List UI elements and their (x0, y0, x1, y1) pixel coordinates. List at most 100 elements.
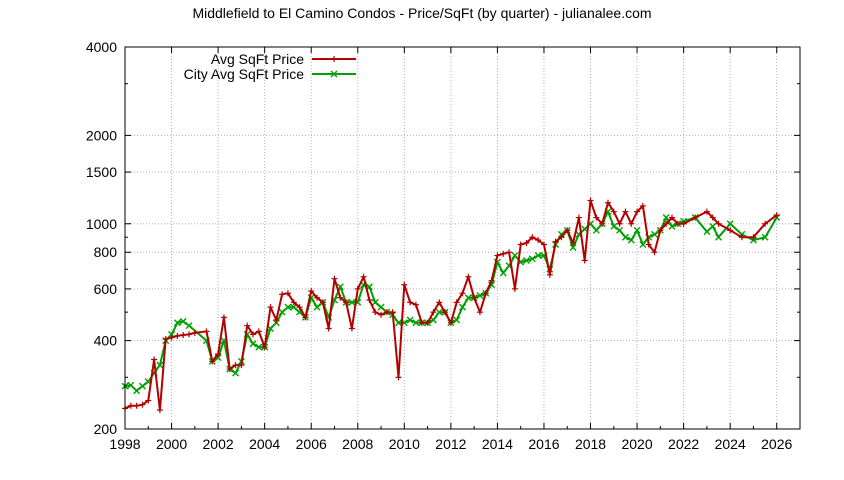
y-tick-label: 1500 (86, 164, 117, 180)
data-point (220, 314, 227, 321)
chart-title: Middlefield to El Camino Condos - Price/… (192, 5, 651, 21)
y-tick-label: 400 (94, 333, 118, 349)
data-point (156, 361, 164, 369)
data-point (284, 303, 292, 311)
data-point (773, 212, 780, 219)
data-point (366, 297, 373, 304)
data-point (668, 214, 675, 221)
data-point (232, 362, 239, 369)
data-point (709, 214, 716, 221)
data-point (151, 356, 158, 363)
legend-label: City Avg SqFt Price (184, 66, 305, 82)
data-point (499, 269, 507, 277)
data-point (610, 222, 618, 230)
data-point (715, 233, 723, 241)
data-point (476, 309, 483, 316)
data-point (435, 308, 443, 316)
data-point (523, 240, 530, 247)
y-tick-label: 4000 (86, 39, 117, 55)
x-tick-label: 2012 (435, 436, 466, 452)
data-point (459, 303, 466, 311)
data-point (139, 401, 146, 408)
y-tick-label: 2000 (86, 127, 117, 143)
data-point (284, 290, 291, 297)
data-point (267, 304, 274, 311)
data-point (762, 220, 769, 227)
data-point (558, 234, 565, 241)
data-point (535, 237, 542, 244)
x-tick-label: 2024 (715, 436, 746, 452)
x-tick-label: 2000 (156, 436, 187, 452)
data-point (464, 294, 472, 302)
data-point (476, 291, 484, 299)
series-line-city-avg-sqft-price (124, 210, 778, 392)
data-point (319, 299, 326, 306)
data-point (616, 226, 624, 234)
tick-labels: 1998 2000 2002 2004 2006 2008 2010 2012 2014 2016… (86, 39, 800, 452)
data-point (191, 329, 198, 336)
data-point (599, 220, 606, 227)
data-point (250, 331, 257, 338)
data-point (372, 309, 379, 316)
data-point (255, 343, 263, 351)
y-tick-label: 800 (94, 244, 118, 260)
data-point (657, 227, 664, 234)
y-tick-label: 1000 (86, 216, 117, 232)
data-point (575, 214, 582, 221)
data-point (447, 319, 454, 326)
data-point (651, 230, 659, 238)
data-point (628, 220, 635, 227)
data-point (534, 251, 542, 259)
data-point (540, 241, 547, 248)
data-point (511, 285, 518, 292)
data-point (145, 397, 152, 404)
data-point (622, 208, 629, 215)
data-point (174, 332, 181, 339)
x-tick-label: 2018 (575, 436, 606, 452)
y-tick-label: 200 (94, 421, 118, 437)
data-point (180, 332, 187, 339)
data-point (348, 298, 356, 306)
x-tick-label: 2002 (203, 436, 234, 452)
data-point (308, 288, 315, 295)
data-point (138, 382, 146, 390)
data-point (244, 322, 251, 329)
legend-marker (330, 70, 338, 78)
data-point (465, 273, 472, 280)
data-point (570, 240, 577, 247)
data-point (528, 255, 536, 263)
data-point (488, 277, 495, 284)
data-point (401, 281, 408, 288)
data-point (633, 226, 641, 234)
data-point (680, 220, 687, 227)
data-point (383, 309, 390, 316)
data-point (482, 290, 489, 297)
data-point (412, 319, 420, 327)
data-point (627, 236, 635, 244)
data-point (348, 325, 355, 332)
data-point (394, 319, 402, 327)
x-tick-label: 2006 (296, 436, 327, 452)
x-tick-label: 2026 (761, 436, 792, 452)
data-point (371, 298, 379, 306)
data-point (354, 285, 361, 292)
data-point (314, 294, 321, 301)
data-point (453, 299, 460, 306)
data-point (546, 271, 553, 278)
data-point (453, 316, 461, 324)
data-point (325, 325, 332, 332)
data-point (261, 344, 268, 351)
data-point (296, 304, 303, 311)
x-tick-label: 2004 (249, 436, 280, 452)
data-point (278, 308, 286, 316)
data-point (569, 244, 577, 252)
data-point (662, 214, 670, 222)
legend-label: Avg SqFt Price (211, 51, 304, 67)
data-point (429, 316, 437, 324)
data-point (162, 336, 169, 343)
x-tick-label: 2022 (668, 436, 699, 452)
data-point (552, 238, 559, 245)
data-point (621, 233, 629, 241)
